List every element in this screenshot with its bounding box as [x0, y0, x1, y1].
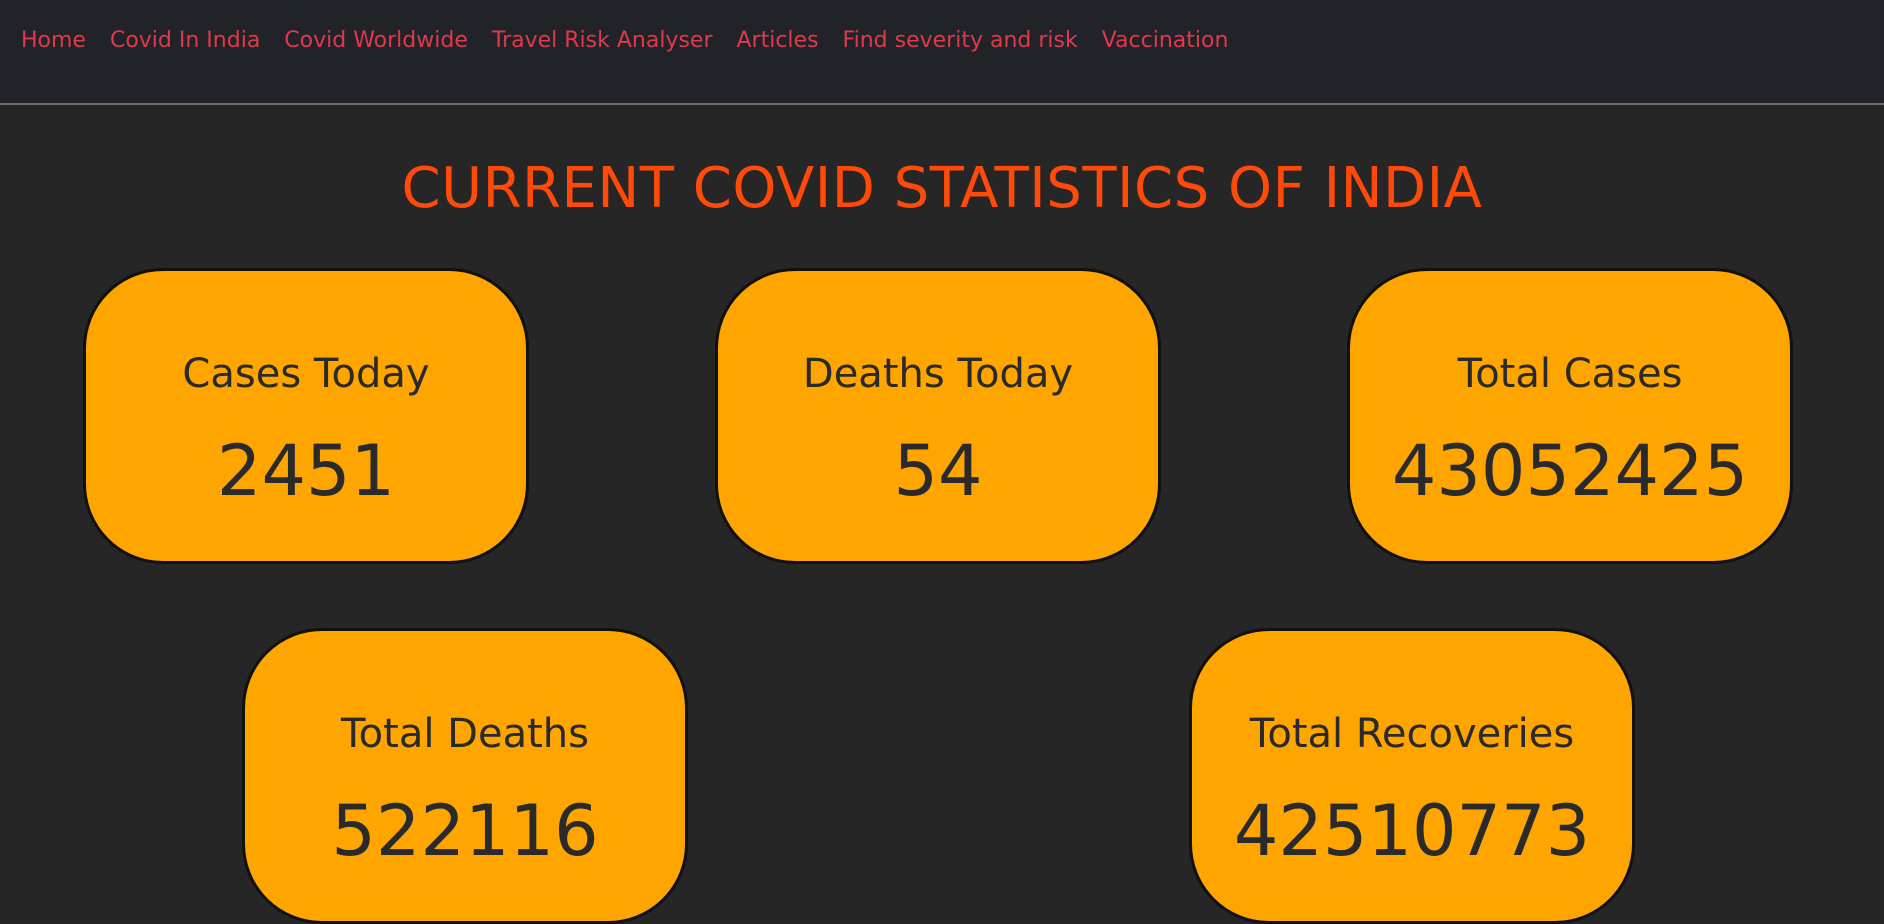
- stat-label: Deaths Today: [802, 351, 1074, 397]
- stat-value: 522116: [331, 790, 599, 872]
- nav-link-covid-in-india[interactable]: Covid In India: [109, 28, 261, 53]
- stat-label: Total Deaths: [341, 711, 589, 757]
- stat-label: Total Cases: [1457, 351, 1683, 397]
- page-title: CURRENT COVID STATISTICS OF INDIA: [401, 156, 1483, 221]
- stat-label: Cases Today: [182, 351, 430, 397]
- stat-value: 2451: [216, 430, 396, 512]
- stat-label: Total Recoveries: [1249, 711, 1575, 757]
- nav-link-travel-risk-analyser[interactable]: Travel Risk Analyser: [491, 28, 713, 53]
- stat-value: 42510773: [1233, 790, 1591, 872]
- stat-card-total-cases: Total Cases 43052425: [1347, 268, 1793, 564]
- stat-card-cases-today: Cases Today 2451: [83, 268, 529, 564]
- stat-card-deaths-today: Deaths Today 54: [715, 268, 1161, 564]
- nav-link-articles[interactable]: Articles: [736, 28, 819, 53]
- nav-link-vaccination[interactable]: Vaccination: [1101, 28, 1229, 53]
- nav-link-home[interactable]: Home: [21, 28, 86, 53]
- nav-links: Home Covid In India Covid Worldwide Trav…: [21, 26, 1228, 56]
- stat-card-total-recoveries: Total Recoveries 42510773: [1189, 628, 1635, 924]
- navbar: Home Covid In India Covid Worldwide Trav…: [0, 0, 1884, 105]
- nav-link-covid-worldwide[interactable]: Covid Worldwide: [284, 28, 468, 53]
- stat-value: 43052425: [1391, 430, 1749, 512]
- nav-link-find-severity-and-risk[interactable]: Find severity and risk: [842, 28, 1078, 53]
- stat-card-total-deaths: Total Deaths 522116: [242, 628, 688, 924]
- stat-value: 54: [893, 430, 983, 512]
